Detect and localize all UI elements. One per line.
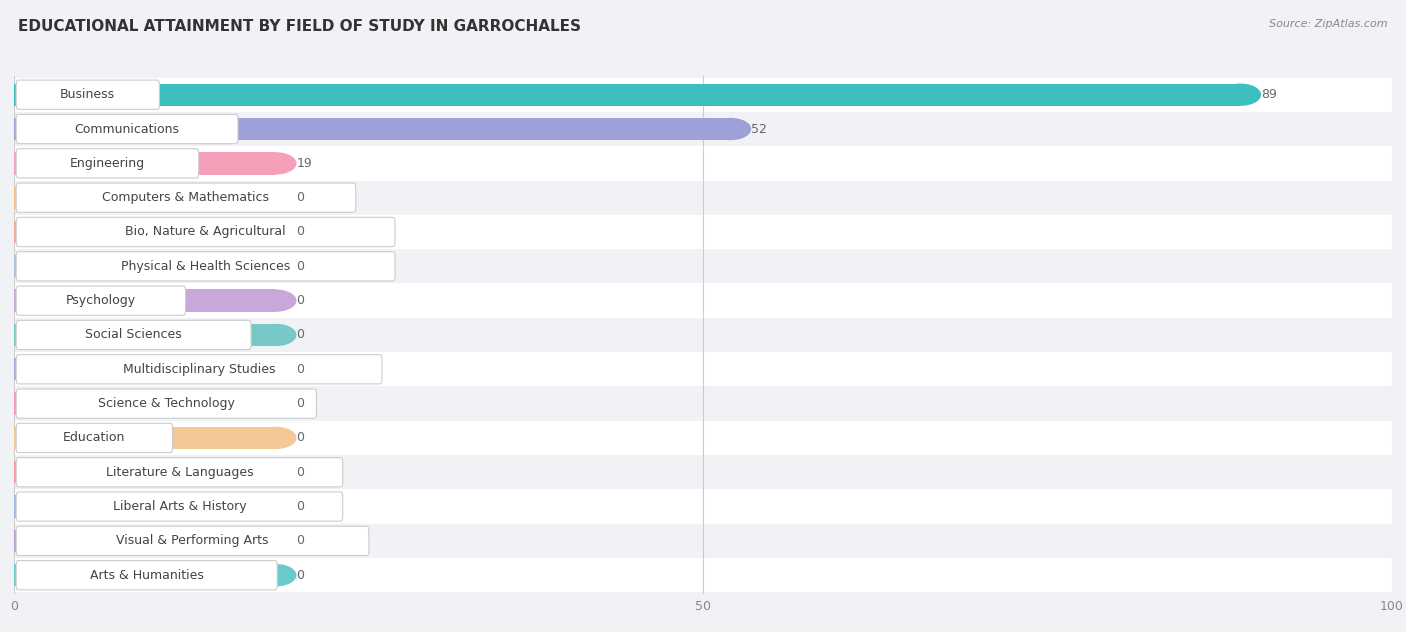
FancyBboxPatch shape bbox=[14, 181, 1392, 215]
Ellipse shape bbox=[1219, 83, 1261, 106]
FancyBboxPatch shape bbox=[14, 489, 1392, 524]
Text: Liberal Arts & History: Liberal Arts & History bbox=[112, 500, 246, 513]
Bar bbox=[14, 427, 276, 449]
FancyBboxPatch shape bbox=[14, 386, 1392, 421]
FancyBboxPatch shape bbox=[15, 423, 173, 453]
Text: Social Sciences: Social Sciences bbox=[86, 329, 181, 341]
Bar bbox=[14, 255, 276, 277]
FancyBboxPatch shape bbox=[15, 458, 343, 487]
Text: Computers & Mathematics: Computers & Mathematics bbox=[103, 191, 270, 204]
Text: 52: 52 bbox=[751, 123, 768, 135]
Bar bbox=[14, 530, 276, 552]
Text: Arts & Humanities: Arts & Humanities bbox=[90, 569, 204, 581]
Ellipse shape bbox=[256, 358, 297, 380]
FancyBboxPatch shape bbox=[14, 146, 1392, 181]
FancyBboxPatch shape bbox=[14, 78, 1392, 112]
FancyBboxPatch shape bbox=[14, 524, 1392, 558]
FancyBboxPatch shape bbox=[15, 80, 159, 109]
Text: Literature & Languages: Literature & Languages bbox=[105, 466, 253, 479]
Ellipse shape bbox=[256, 495, 297, 518]
Ellipse shape bbox=[256, 564, 297, 586]
Text: Bio, Nature & Agricultural: Bio, Nature & Agricultural bbox=[125, 226, 285, 238]
Text: Source: ZipAtlas.com: Source: ZipAtlas.com bbox=[1270, 19, 1388, 29]
Text: 0: 0 bbox=[297, 191, 305, 204]
Bar bbox=[14, 118, 731, 140]
FancyBboxPatch shape bbox=[14, 318, 1392, 352]
Text: 0: 0 bbox=[297, 500, 305, 513]
Bar bbox=[14, 83, 1240, 106]
FancyBboxPatch shape bbox=[14, 112, 1392, 146]
Bar bbox=[14, 495, 276, 518]
Text: 0: 0 bbox=[297, 294, 305, 307]
Bar bbox=[14, 461, 276, 483]
Ellipse shape bbox=[256, 530, 297, 552]
Bar bbox=[14, 324, 276, 346]
Text: Science & Technology: Science & Technology bbox=[98, 397, 235, 410]
Ellipse shape bbox=[256, 392, 297, 415]
Text: 0: 0 bbox=[297, 432, 305, 444]
Text: Education: Education bbox=[63, 432, 125, 444]
Bar bbox=[14, 564, 276, 586]
Text: 0: 0 bbox=[297, 329, 305, 341]
FancyBboxPatch shape bbox=[15, 286, 186, 315]
FancyBboxPatch shape bbox=[15, 217, 395, 246]
Ellipse shape bbox=[256, 221, 297, 243]
Ellipse shape bbox=[256, 324, 297, 346]
Text: 0: 0 bbox=[297, 260, 305, 273]
Text: 0: 0 bbox=[297, 363, 305, 376]
Text: Business: Business bbox=[60, 88, 115, 101]
FancyBboxPatch shape bbox=[14, 421, 1392, 455]
Text: Physical & Health Sciences: Physical & Health Sciences bbox=[121, 260, 290, 273]
Bar bbox=[14, 152, 276, 174]
FancyBboxPatch shape bbox=[15, 149, 198, 178]
Text: 19: 19 bbox=[297, 157, 312, 170]
Text: 0: 0 bbox=[297, 466, 305, 479]
FancyBboxPatch shape bbox=[14, 215, 1392, 249]
FancyBboxPatch shape bbox=[15, 355, 382, 384]
FancyBboxPatch shape bbox=[14, 558, 1392, 592]
FancyBboxPatch shape bbox=[14, 284, 1392, 318]
Ellipse shape bbox=[256, 152, 297, 174]
FancyBboxPatch shape bbox=[15, 114, 238, 143]
Text: Communications: Communications bbox=[75, 123, 180, 135]
Ellipse shape bbox=[256, 255, 297, 277]
Bar bbox=[14, 221, 276, 243]
Text: Psychology: Psychology bbox=[66, 294, 136, 307]
Text: 0: 0 bbox=[297, 397, 305, 410]
Ellipse shape bbox=[710, 118, 751, 140]
Text: Engineering: Engineering bbox=[70, 157, 145, 170]
FancyBboxPatch shape bbox=[14, 249, 1392, 284]
Bar bbox=[14, 392, 276, 415]
Text: 0: 0 bbox=[297, 535, 305, 547]
FancyBboxPatch shape bbox=[14, 455, 1392, 489]
Bar bbox=[14, 289, 276, 312]
FancyBboxPatch shape bbox=[15, 320, 252, 349]
Text: 89: 89 bbox=[1261, 88, 1277, 101]
Text: 0: 0 bbox=[297, 226, 305, 238]
Bar bbox=[14, 358, 276, 380]
FancyBboxPatch shape bbox=[15, 389, 316, 418]
Ellipse shape bbox=[256, 289, 297, 312]
FancyBboxPatch shape bbox=[15, 561, 277, 590]
FancyBboxPatch shape bbox=[15, 252, 395, 281]
FancyBboxPatch shape bbox=[14, 352, 1392, 386]
FancyBboxPatch shape bbox=[15, 183, 356, 212]
Text: 0: 0 bbox=[297, 569, 305, 581]
Bar bbox=[14, 186, 276, 209]
Text: Visual & Performing Arts: Visual & Performing Arts bbox=[117, 535, 269, 547]
Ellipse shape bbox=[256, 186, 297, 209]
FancyBboxPatch shape bbox=[15, 526, 368, 556]
Text: EDUCATIONAL ATTAINMENT BY FIELD OF STUDY IN GARROCHALES: EDUCATIONAL ATTAINMENT BY FIELD OF STUDY… bbox=[18, 19, 581, 34]
Text: Multidisciplinary Studies: Multidisciplinary Studies bbox=[122, 363, 276, 376]
Ellipse shape bbox=[256, 461, 297, 483]
Ellipse shape bbox=[256, 427, 297, 449]
FancyBboxPatch shape bbox=[15, 492, 343, 521]
